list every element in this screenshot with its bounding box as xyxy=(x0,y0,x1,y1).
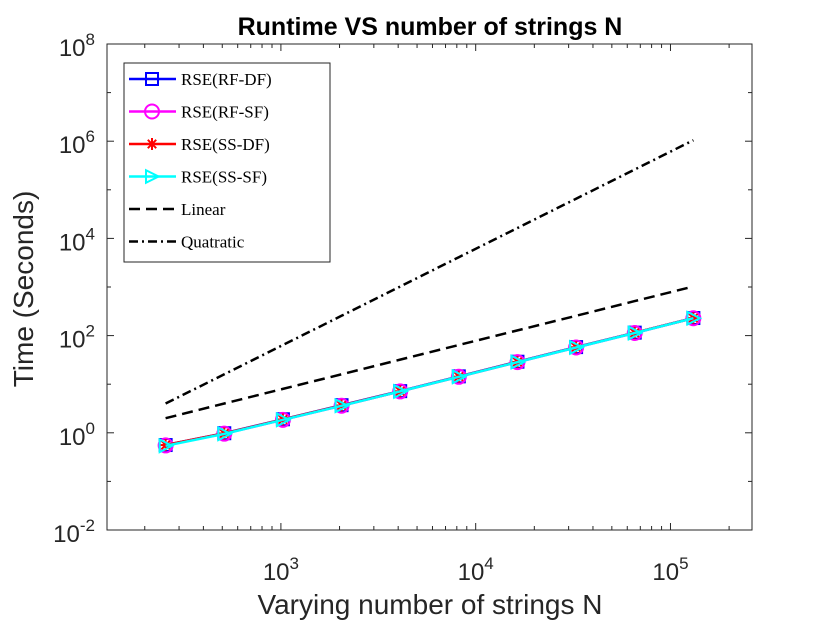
data-point-rse-ss-sf xyxy=(510,354,527,371)
data-point-rse-ss-sf xyxy=(158,437,175,454)
legend-label-linear: Linear xyxy=(181,200,226,219)
axes: 103 104 105 10-2 100 102 104 106 108 xyxy=(53,30,753,586)
series-line-quatratic xyxy=(165,139,694,405)
data-point-rse-ss-sf xyxy=(451,368,468,385)
y-tick-label: 10-2 xyxy=(53,516,95,548)
y-tick-label: 108 xyxy=(59,30,95,62)
data-point-rse-ss-sf xyxy=(275,411,292,428)
legend-marker-rse-rf-sf xyxy=(144,103,160,120)
legend-label-rse-ss-sf: RSE(SS-SF) xyxy=(181,168,267,187)
data-point-rse-ss-sf xyxy=(627,325,644,341)
data-point-rse-ss-sf xyxy=(334,397,351,414)
data-point-rse-ss-sf xyxy=(393,383,410,400)
legend-marker-rse-ss-df xyxy=(146,138,158,150)
data-point-rse-ss-sf xyxy=(217,425,234,442)
series-line-rse-ss-sf xyxy=(165,316,694,448)
legend-label-quatratic: Quatratic xyxy=(181,233,245,252)
x-tick-label: 105 xyxy=(652,554,688,586)
legend-marker-rse-ss-sf xyxy=(145,168,161,185)
data-point-rse-ss-sf xyxy=(569,339,585,356)
y-tick-label: 100 xyxy=(59,419,95,451)
legend-label-rse-rf-sf: RSE(RF-SF) xyxy=(181,103,269,122)
y-axis-label: Time (Seconds) xyxy=(8,191,39,388)
legend-label-rse-rf-df: RSE(RF-DF) xyxy=(181,70,272,89)
plot-area xyxy=(157,139,703,454)
y-tick-label: 104 xyxy=(59,224,95,256)
legend-marker-rse-rf-df xyxy=(145,72,159,86)
data-point-rse-ss-sf xyxy=(686,310,703,327)
x-tick-label: 104 xyxy=(458,554,494,586)
x-tick-label: 103 xyxy=(263,554,299,586)
chart-title: Runtime VS number of strings N xyxy=(238,13,623,41)
series-line-linear xyxy=(165,285,694,420)
y-tick-label: 106 xyxy=(59,127,95,159)
legend: RSE(RF-DF) RSE(RF-SF) RSE(SS-DF) RSE(SS-SF)… xyxy=(123,62,331,263)
legend-box xyxy=(123,62,331,263)
x-axis-label: Varying number of strings N xyxy=(258,589,603,620)
y-tick-label: 102 xyxy=(59,322,95,354)
legend-label-rse-ss-df: RSE(SS-DF) xyxy=(181,135,270,154)
